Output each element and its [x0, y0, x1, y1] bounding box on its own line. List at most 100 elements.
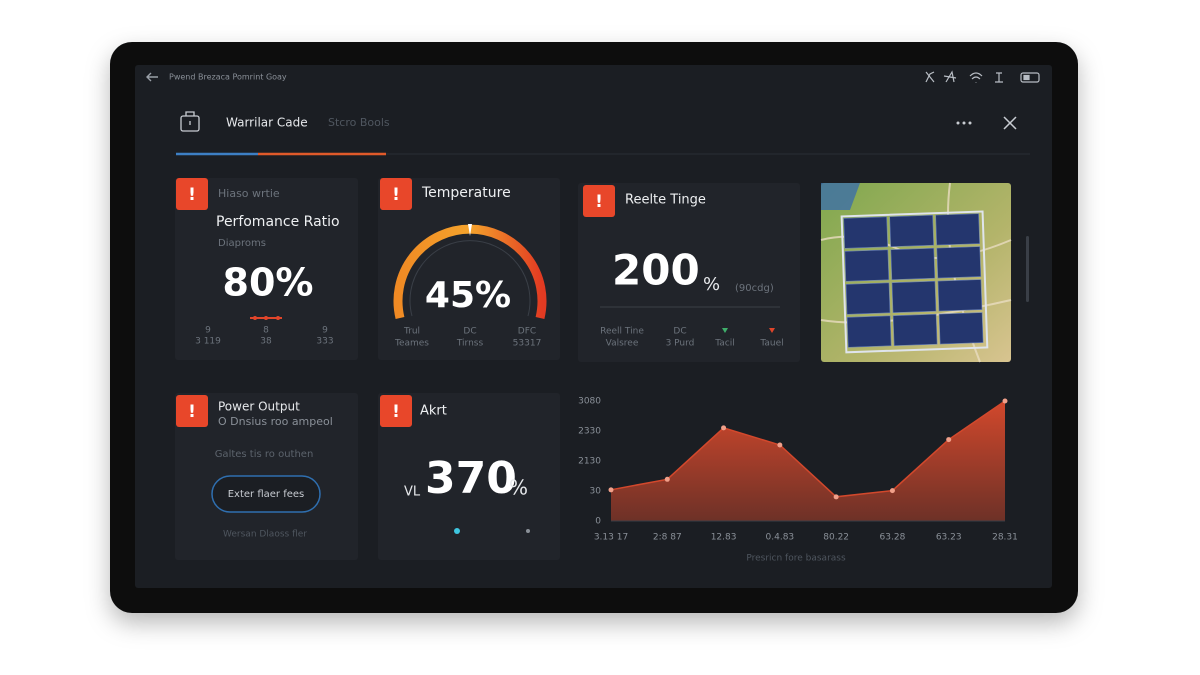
data-point [777, 442, 783, 448]
solar-cell [937, 279, 983, 312]
solar-cell [844, 249, 890, 282]
card-value: 200 [612, 246, 700, 295]
card-unit: % [703, 274, 720, 295]
stat-label: 333 [316, 337, 333, 347]
stat-label: Tirnss [456, 339, 484, 349]
solar-cell [843, 216, 889, 249]
stat-label: 9 [322, 326, 328, 336]
card-kicker: Hiaso wrtie [218, 187, 280, 200]
data-point [608, 487, 614, 493]
card-subtitle: O Dnsius roo ampeol [218, 415, 333, 428]
status-icon-alert [769, 328, 775, 333]
stat-label: DC [463, 327, 476, 337]
tab[interactable]: Stcro Bools [328, 116, 390, 129]
panel-frame [840, 210, 989, 354]
status-icons [925, 70, 1040, 83]
gauge-needle [468, 224, 472, 236]
stat-label: Tacil [714, 339, 734, 349]
trend-dot [276, 316, 280, 320]
stat-label: Reell Tine [600, 327, 644, 337]
stat-label: 38 [260, 337, 272, 347]
tab-icon [180, 111, 200, 132]
action-button[interactable] [211, 475, 321, 513]
data-point [833, 494, 839, 500]
x-tick-label: 28.31 [992, 533, 1018, 543]
solar-cell [890, 247, 936, 281]
card-value: 80% [223, 261, 314, 305]
card [378, 178, 560, 360]
card-title: Power Output [218, 400, 300, 414]
stat-label: 3 Purd [666, 339, 695, 349]
card-title: Reelte Tinge [625, 193, 706, 208]
card-footer: Wersan Dlaoss fler [223, 530, 307, 540]
stat-label: Trul [403, 327, 420, 337]
indicator-dot [454, 528, 460, 534]
stat-label: DC [673, 327, 686, 337]
close-button[interactable] [1003, 116, 1017, 130]
data-point [664, 476, 670, 482]
card-unit: % [509, 476, 528, 500]
solar-cell [936, 246, 982, 279]
alert-icon [176, 178, 208, 210]
x-tick-label: 63.23 [936, 533, 962, 543]
x-tick-label: 2:8 87 [653, 533, 682, 543]
solar-panel [840, 210, 989, 354]
solar-cell [935, 213, 980, 246]
alert-symbol: ! [595, 192, 603, 212]
stat-label: Teames [394, 339, 429, 349]
card-note: (90cdg) [735, 283, 774, 294]
trend-dot [264, 316, 268, 320]
chart-caption: Presricn fore basarass [746, 554, 846, 564]
card-body: Galtes tis ro outhen [215, 449, 314, 460]
solar-cell [892, 313, 938, 346]
alert-symbol: ! [188, 185, 196, 205]
action-button-label[interactable]: Exter flaer fees [228, 489, 305, 500]
scrollbar [1026, 236, 1029, 302]
y-tick-label: 2330 [578, 427, 601, 437]
y-tick-label: 2130 [578, 457, 601, 467]
alert-icon [583, 185, 615, 217]
card [378, 393, 560, 560]
card-value: 370 [425, 453, 517, 504]
tab[interactable]: Warrilar Cade [226, 116, 308, 130]
area [611, 401, 1005, 521]
card-value: 45% [425, 275, 511, 316]
card-title: Temperature [421, 185, 511, 201]
status-title: Pwend Brezaca Pomrint Goay [169, 73, 287, 82]
map-patch [821, 183, 860, 210]
y-tick-label: 0 [595, 517, 601, 527]
stat-label: Valsree [606, 339, 639, 349]
y-tick-label: 30 [590, 487, 602, 497]
back-button[interactable] [146, 72, 158, 82]
stat-label: 53317 [513, 339, 542, 349]
x-tick-label: 80.22 [823, 533, 849, 543]
more-button[interactable] [956, 121, 972, 125]
indicator-dot [526, 529, 530, 533]
alert-symbol: ! [392, 402, 400, 422]
alert-icon [176, 395, 208, 427]
card-subtitle: Diaproms [218, 238, 266, 249]
alert-icon [380, 178, 412, 210]
stat-label: Tauel [759, 339, 783, 349]
x-tick-label: 3.13 17 [594, 533, 628, 543]
x-tick-label: 12.83 [711, 533, 737, 543]
solar-cell [938, 312, 984, 345]
card-title: Perfomance Ratio [216, 214, 340, 230]
data-point [946, 437, 952, 443]
x-tick-label: 0.4.83 [766, 533, 795, 543]
y-tick-label: 3080 [578, 397, 601, 407]
alert-symbol: ! [392, 185, 400, 205]
solar-cell [846, 315, 892, 348]
card [578, 183, 800, 362]
stat-label: 9 [205, 326, 211, 336]
data-point [721, 425, 727, 431]
gauge-inner [409, 240, 531, 317]
data-point [889, 488, 895, 494]
trend-dot [253, 316, 257, 320]
data-point [1002, 398, 1008, 404]
solar-cell [891, 280, 937, 313]
area-line [610, 400, 1006, 498]
card-prefix: VL [404, 485, 421, 500]
x-tick-label: 63.28 [880, 533, 906, 543]
